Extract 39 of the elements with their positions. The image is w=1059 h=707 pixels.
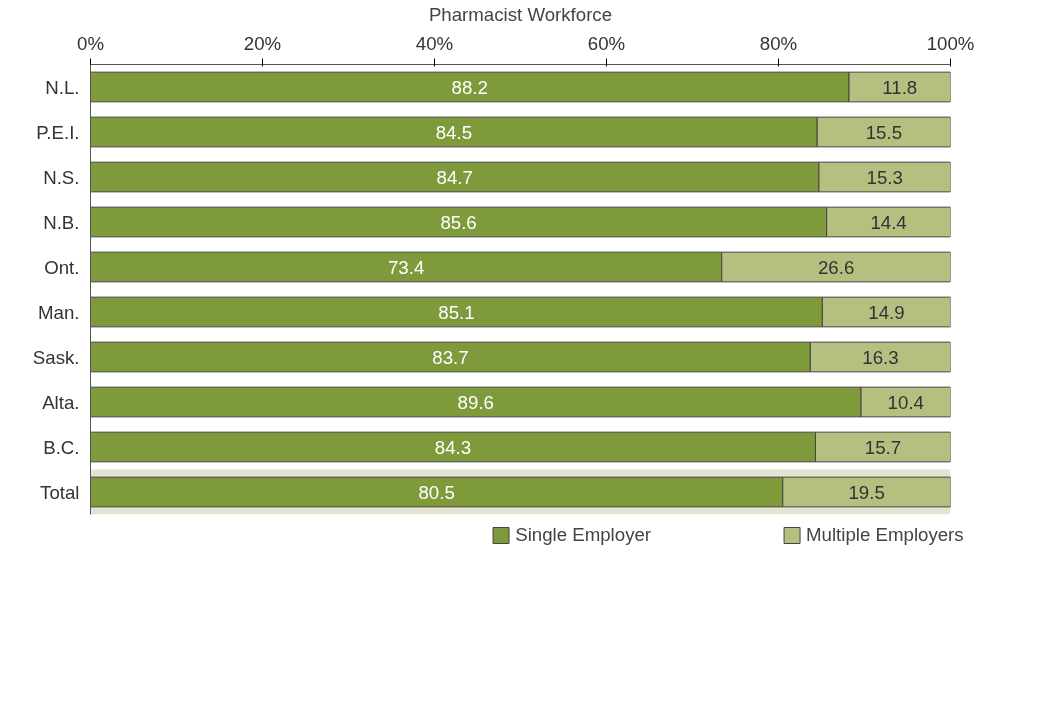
data-label: 10.4 — [887, 391, 924, 413]
data-label: 26.6 — [817, 256, 855, 278]
data-label: 19.5 — [848, 481, 885, 503]
data-label: 85.6 — [440, 211, 477, 233]
y-tick-label: Alta. — [42, 391, 80, 413]
y-tick-label: Sask. — [32, 346, 80, 368]
data-label: 11.8 — [882, 76, 918, 98]
x-tick-label: 40% — [415, 32, 454, 54]
data-label: 14.4 — [870, 211, 907, 233]
data-label: 80.5 — [418, 481, 455, 503]
y-tick-label: Ont. — [44, 256, 80, 278]
y-tick-label: Total — [40, 481, 80, 503]
x-tick-label: 20% — [243, 32, 282, 54]
y-tick-label: N.B. — [43, 211, 80, 233]
legend-label: Multiple Employers — [806, 524, 964, 546]
y-tick-label: N.S. — [43, 166, 80, 188]
data-label: 14.9 — [868, 301, 905, 323]
data-label: 84.7 — [436, 166, 473, 188]
data-label: 84.3 — [434, 436, 472, 458]
data-label: 88.2 — [451, 76, 488, 98]
data-label: 16.3 — [862, 346, 899, 368]
y-tick-label: P.E.I. — [36, 121, 80, 143]
data-label: 15.7 — [864, 436, 902, 458]
x-tick-label: 80% — [759, 32, 798, 54]
data-label: 89.6 — [457, 391, 494, 413]
y-tick-label: Man. — [38, 301, 80, 323]
x-tick-label: 100% — [926, 32, 975, 54]
data-label: 15.5 — [865, 121, 903, 143]
x-tick-label: 0% — [77, 32, 104, 54]
x-tick-label: 60% — [587, 32, 626, 54]
y-tick-label: N.L. — [45, 76, 80, 98]
data-label: 15.3 — [866, 166, 903, 188]
data-label: 83.7 — [432, 346, 469, 368]
data-label: 85.1 — [438, 301, 475, 323]
y-tick-label: B.C. — [43, 436, 80, 458]
data-label: 84.5 — [435, 121, 473, 143]
legend-label: Single Employer — [515, 524, 652, 546]
data-label: 73.4 — [387, 256, 425, 278]
x-axis-title: Pharmacist Workforce — [428, 3, 613, 25]
